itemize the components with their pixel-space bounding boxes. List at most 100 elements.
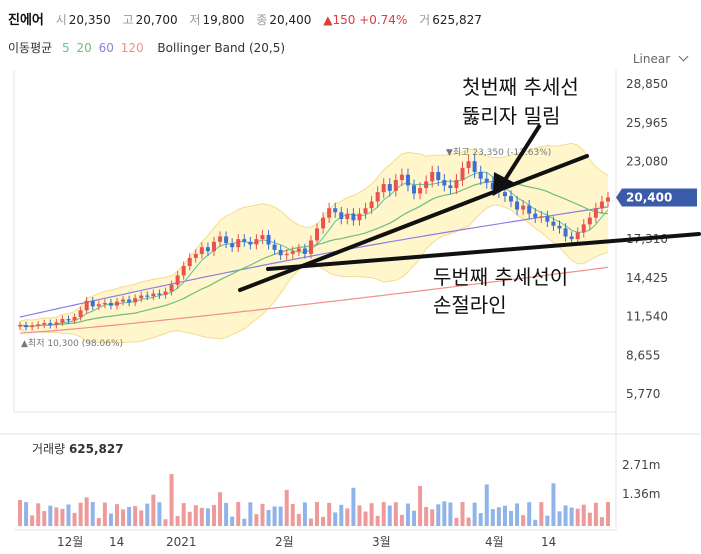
high-label: 고 <box>122 13 134 27</box>
price-tick-label: 5,770 <box>626 387 660 401</box>
volume-bar <box>454 517 459 526</box>
volume-bar <box>145 503 150 526</box>
candle-body <box>515 201 520 210</box>
volume-bar <box>127 506 132 526</box>
candle-body <box>199 247 204 254</box>
ma-label[interactable]: 이동평균 <box>8 41 53 55</box>
candle-body <box>230 243 235 248</box>
x-tick-label: 12월 <box>57 535 83 549</box>
volume-bar <box>84 497 89 526</box>
volume-bar <box>66 504 71 526</box>
candle-body <box>484 178 489 183</box>
volume-bar <box>387 505 392 526</box>
volume-bar <box>351 487 356 526</box>
volume-bar <box>381 502 386 526</box>
open-value: 20,350 <box>68 13 111 27</box>
volume-bar <box>254 514 259 526</box>
volume-bar <box>539 502 544 526</box>
volume-bar <box>90 502 95 526</box>
volume-bar <box>430 509 435 526</box>
candle-body <box>381 184 386 193</box>
x-tick-label: 14 <box>109 535 124 549</box>
ma20-label[interactable]: 20 <box>76 41 92 55</box>
volume-bar <box>521 515 526 526</box>
candle-body <box>108 302 113 306</box>
volume-bar <box>211 504 216 526</box>
candle-body <box>454 180 459 189</box>
candle-body <box>54 322 59 326</box>
volume-bar <box>581 504 586 526</box>
candle-body <box>145 295 150 297</box>
volume-bar <box>163 519 168 526</box>
candle-body <box>84 300 89 311</box>
volume-bar <box>199 507 204 526</box>
volume-value: 625,827 <box>432 13 482 27</box>
volume-bar <box>272 506 277 526</box>
candle-body <box>121 299 126 302</box>
candle-body <box>254 239 259 245</box>
volume-bar <box>321 516 326 526</box>
candle-body <box>539 216 544 218</box>
volume-bar <box>327 502 332 526</box>
volume-bar <box>502 505 507 526</box>
bollinger-label[interactable]: Bollinger Band (20,5) <box>157 41 286 55</box>
price-tick-label: 28,850 <box>626 77 668 91</box>
candle-body <box>587 217 592 225</box>
candle-body <box>575 232 580 240</box>
volume-bar <box>18 500 22 526</box>
candle-body <box>242 239 247 242</box>
annotation-text-1-line1: 첫번째 추세선 <box>462 75 579 99</box>
candle-body <box>563 228 568 237</box>
candle-body <box>557 225 562 229</box>
volume-bar <box>593 502 598 526</box>
volume-bar <box>345 508 350 526</box>
ma5-label[interactable]: 5 <box>62 41 70 55</box>
volume-label: 거 <box>419 13 431 27</box>
scale-label: Linear <box>632 52 671 66</box>
volume-bar <box>54 507 59 526</box>
candle-body <box>36 324 41 326</box>
ma120-label[interactable]: 120 <box>120 41 144 55</box>
volume-bar <box>333 512 338 526</box>
volume-bar <box>412 510 417 526</box>
scale-dropdown[interactable]: Linear <box>632 51 689 66</box>
candle-body <box>466 161 471 168</box>
volume-bar <box>606 502 610 526</box>
min-price-label: ▲최저 10,300 (98.06%) <box>21 338 123 349</box>
price-tick-label: 11,540 <box>626 310 668 324</box>
volume-bar <box>205 508 210 526</box>
close-label: 종 <box>256 13 268 27</box>
volume-bar <box>248 502 253 526</box>
candle-body <box>127 299 132 303</box>
candle-body <box>509 196 514 202</box>
volume-bar <box>133 506 138 526</box>
candle-body <box>478 171 483 179</box>
volume-bar <box>466 517 471 526</box>
volume-bar <box>399 514 404 526</box>
volume-bar <box>557 511 562 526</box>
volume-bar <box>30 515 35 526</box>
candle-body <box>424 181 429 189</box>
volume-bar <box>369 503 374 526</box>
volume-bar <box>357 505 362 526</box>
volume-bar <box>121 509 126 526</box>
volume-bar <box>169 474 174 526</box>
candle-body <box>296 248 301 252</box>
volume-bar <box>24 502 29 526</box>
annotation-arrow-head <box>493 172 515 196</box>
bollinger-upper-line <box>19 142 609 322</box>
volume-bar <box>515 503 520 526</box>
candle-body <box>472 161 477 172</box>
candle-body <box>581 224 586 233</box>
volume-bars <box>18 474 610 526</box>
candle-body <box>448 185 453 189</box>
volume-bar <box>290 503 295 526</box>
close-value: 20,400 <box>269 13 312 27</box>
ma60-label[interactable]: 60 <box>98 41 114 55</box>
candle-body <box>569 236 574 240</box>
candle-body <box>430 171 435 182</box>
candle-body <box>18 325 22 327</box>
volume-bar <box>224 502 229 526</box>
volume-bar <box>230 516 235 526</box>
